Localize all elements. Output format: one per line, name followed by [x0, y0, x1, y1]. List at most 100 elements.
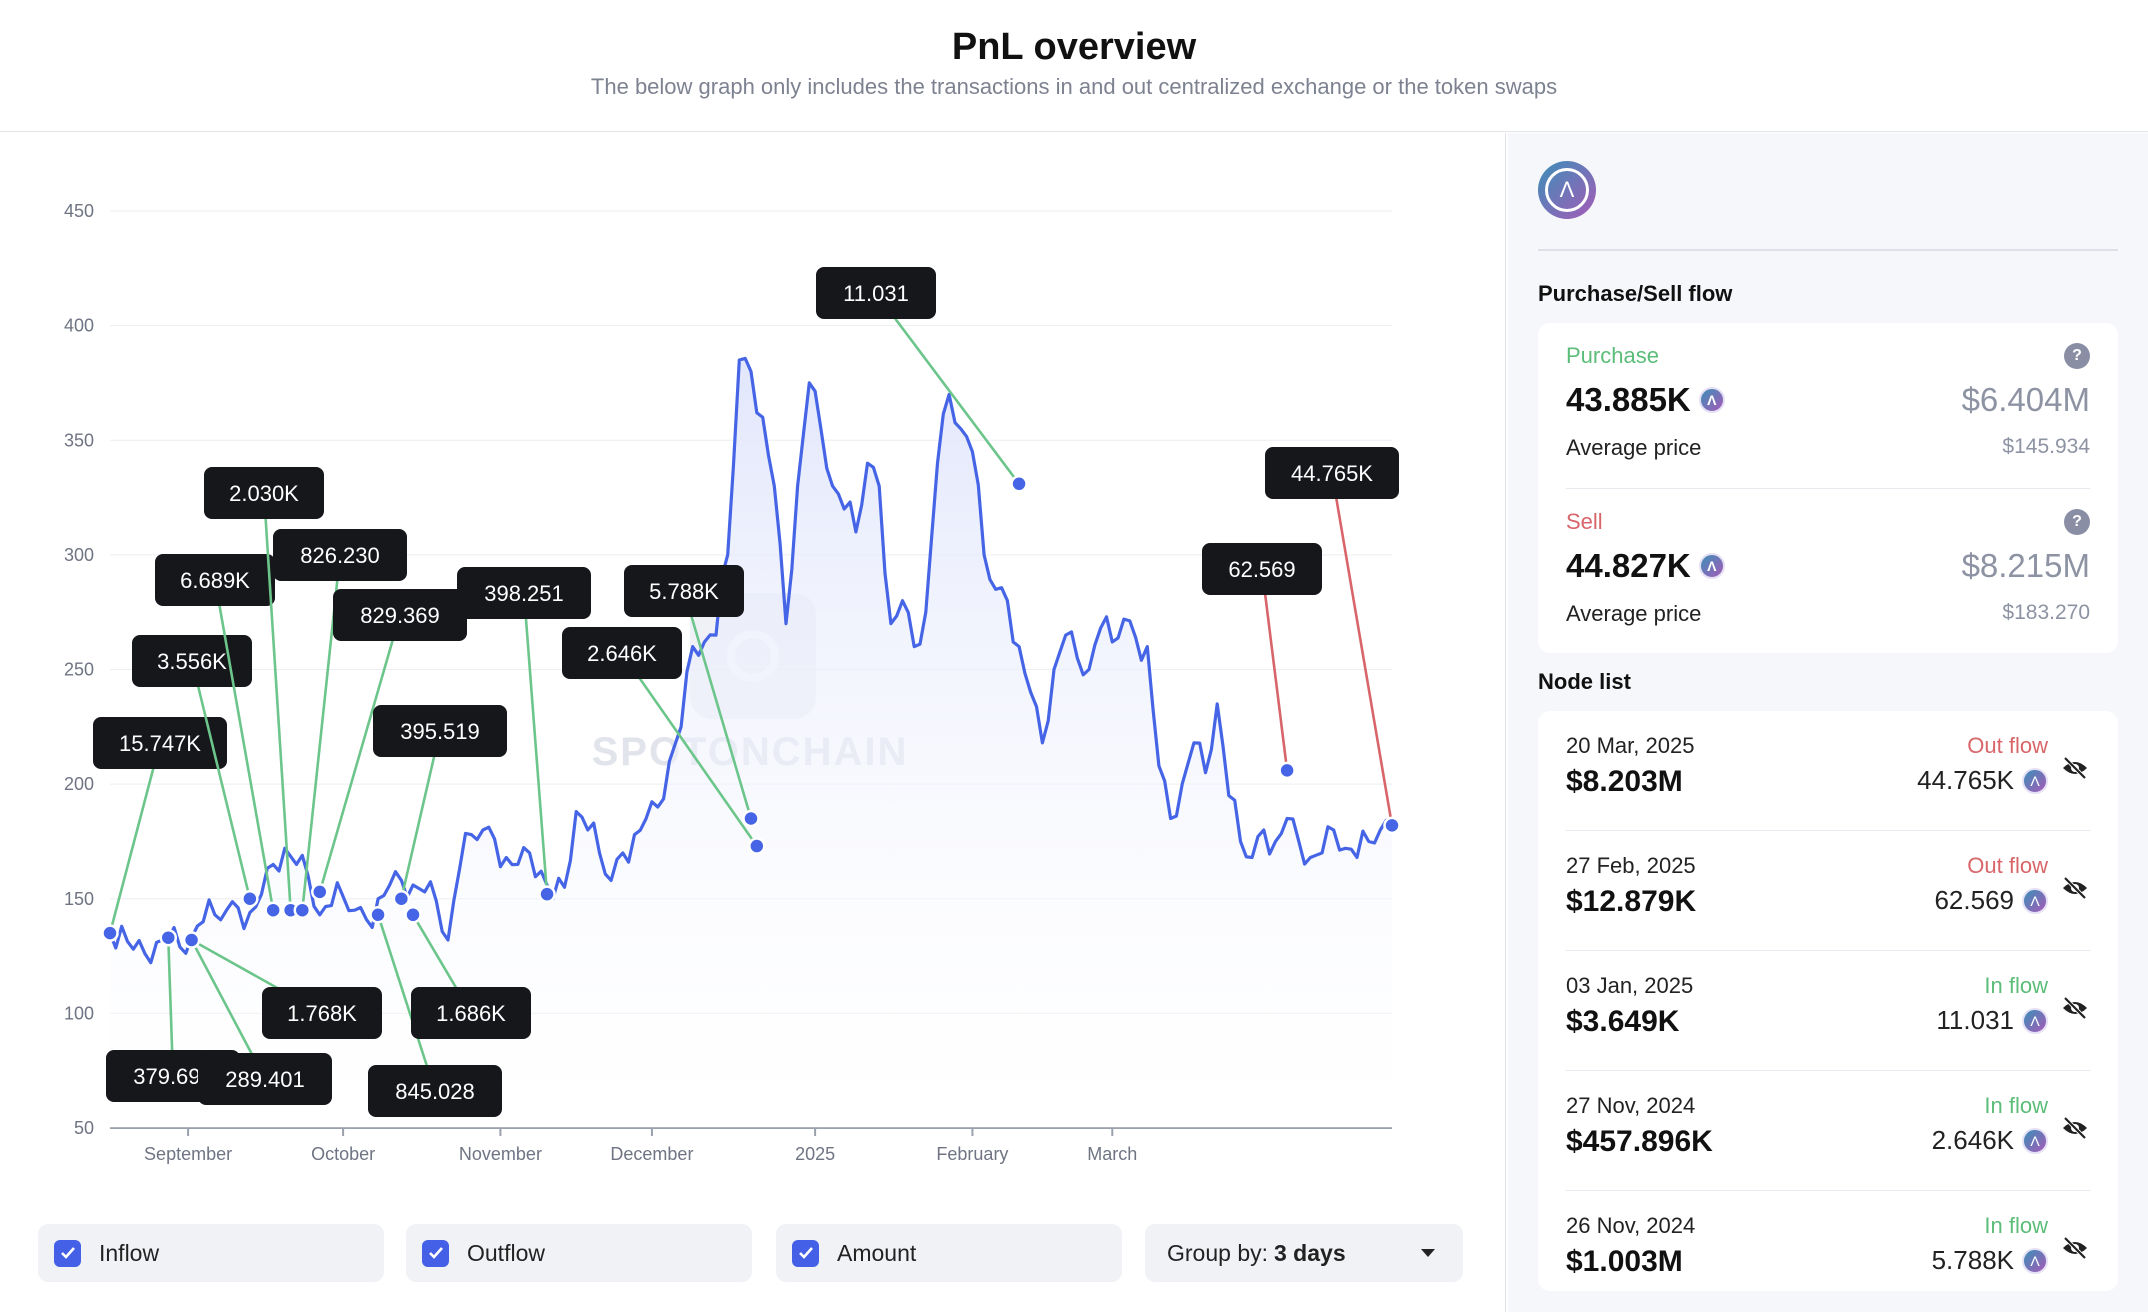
annotation-point	[1278, 761, 1296, 780]
aave-token-icon: Λ	[1698, 387, 1725, 413]
aave-token-icon: Λ	[1698, 553, 1725, 579]
sidebar: Λ Purchase/Sell flow Purchase ? 43.885K …	[1508, 133, 2148, 1312]
annotation-point	[182, 931, 201, 949]
page-title: PnL overview	[951, 26, 1197, 68]
token-icon: Λ	[1538, 161, 1596, 219]
annotation-point	[311, 883, 329, 901]
annotation-point	[392, 890, 411, 908]
annotation-connector	[682, 590, 753, 819]
annotation-connector	[620, 652, 758, 847]
annotation-label: 395.519	[400, 719, 480, 744]
annotation-connector	[522, 592, 549, 895]
list-item[interactable]: 27 Nov, 2024 $457.896K In flow 2.646K Λ	[1566, 1071, 2090, 1191]
outflow-toggle[interactable]: Outflow	[406, 1224, 752, 1282]
list-item[interactable]: 03 Jan, 2025 $3.649K In flow 11.031 Λ	[1566, 951, 2090, 1071]
annotation-connector	[213, 579, 275, 911]
annotation-point	[293, 901, 312, 919]
inflow-checkbox[interactable]	[54, 1239, 81, 1267]
y-tick-label: 150	[64, 889, 94, 909]
x-tick-label: November	[459, 1144, 542, 1164]
price-line	[108, 356, 1394, 965]
y-tick-label: 50	[74, 1118, 94, 1138]
eye-slash-icon[interactable]	[2060, 753, 2090, 783]
divider	[1566, 488, 2090, 489]
annotation-box	[132, 635, 252, 687]
amount-label: Amount	[837, 1239, 917, 1266]
annotation-label: 62.569	[1228, 557, 1295, 582]
annotation-point	[369, 906, 387, 924]
sell-block: Sell ? 44.827K Λ $8.215M Average price $…	[1566, 509, 2090, 639]
eye-slash-icon[interactable]	[2060, 993, 2090, 1023]
node-list: 20 Mar, 2025 $8.203M Out flow 44.765K Λ 2…	[1538, 711, 2118, 1291]
x-tick-label: October	[311, 1144, 375, 1164]
page-header: PnL overview The below graph only includ…	[0, 0, 2148, 132]
purchase-avg-label: Average price	[1566, 435, 1702, 460]
annotation-connector	[376, 914, 437, 1092]
aave-token-icon: Λ	[2022, 767, 2048, 794]
y-tick-label: 300	[64, 545, 94, 565]
eye-slash-icon[interactable]	[2060, 1233, 2090, 1263]
annotation-connector	[262, 492, 292, 911]
annotation-box	[198, 1053, 332, 1105]
y-tick-label: 450	[64, 201, 94, 221]
annotation-point	[404, 906, 422, 924]
list-item[interactable]: 27 Feb, 2025 $12.879K Out flow 62.569 Λ	[1566, 831, 2090, 951]
annotation-label: 289.401	[225, 1067, 305, 1092]
annotation-point	[742, 809, 760, 828]
annotation-box	[624, 565, 744, 617]
group-by-value: 3 days	[1274, 1239, 1346, 1266]
aave-token-icon: Λ	[2022, 887, 2048, 914]
annotation-connector	[1330, 472, 1394, 826]
sell-usd: $8.215M	[1961, 547, 2090, 584]
annotation-connector	[874, 292, 1021, 485]
annotation-point	[1383, 816, 1401, 835]
annotation-connector	[1260, 568, 1289, 771]
annotation-box	[204, 467, 324, 519]
annotation-label: 11.031	[843, 281, 909, 306]
purchase-sell-card: Purchase ? 43.885K Λ $6.404M Average pri…	[1538, 323, 2118, 653]
annotation-box	[273, 529, 407, 581]
x-tick-label: December	[610, 1144, 693, 1164]
y-tick-label: 400	[64, 316, 94, 336]
annotation-label: 44.765K	[1291, 461, 1373, 486]
chart-controls: Inflow Outflow Amount Group by: 3 days	[38, 1224, 1468, 1284]
annotation-label: 1.768K	[287, 1001, 357, 1026]
help-icon[interactable]: ?	[2064, 343, 2090, 369]
annotation-label: 826.230	[300, 543, 380, 568]
annotation-connector	[190, 660, 252, 900]
eye-slash-icon[interactable]	[2060, 1113, 2090, 1143]
annotation-label: 6.689K	[180, 568, 250, 593]
chevron-down-icon	[1421, 1249, 1435, 1257]
pnl-chart[interactable]: 450 400 350 300 250 200 150 100 50 September Octob…	[0, 133, 1506, 1213]
x-tick-label: September	[144, 1144, 232, 1164]
eye-slash-icon[interactable]	[2060, 873, 2090, 903]
annotation-box	[155, 554, 275, 606]
purchase-label: Purchase	[1566, 343, 1659, 368]
amount-checkbox[interactable]	[792, 1239, 819, 1267]
page-subtitle: The below graph only includes the transa…	[590, 74, 1558, 99]
help-icon[interactable]: ?	[2064, 509, 2090, 535]
inflow-toggle[interactable]: Inflow	[38, 1224, 384, 1282]
x-tick-label: 2025	[795, 1144, 835, 1164]
purchase-usd: $6.404M	[1961, 381, 2090, 418]
aave-token-icon: Λ	[2022, 1007, 2048, 1034]
annotation-point	[264, 901, 282, 919]
group-by-select[interactable]: Group by: 3 days	[1145, 1224, 1463, 1282]
list-item[interactable]: 26 Nov, 2024 $1.003M In flow 5.788K Λ	[1566, 1191, 2090, 1291]
annotation-point	[1010, 475, 1028, 493]
aave-token-icon: Λ	[2022, 1127, 2048, 1154]
annotation-box	[1265, 447, 1399, 499]
x-tick-label: February	[936, 1144, 1008, 1164]
annotation-box	[457, 567, 591, 619]
purchase-block: Purchase ? 43.885K Λ $6.404M Average pri…	[1566, 343, 2090, 473]
sell-avg-value: $183.270	[2002, 601, 2090, 624]
purchase-amount: 43.885K Λ	[1566, 381, 1725, 419]
annotation-point	[241, 890, 259, 908]
annotation-connector	[108, 742, 162, 934]
amount-toggle[interactable]: Amount	[776, 1224, 1122, 1282]
divider	[1538, 249, 2118, 251]
chart-panel: 450 400 350 300 250 200 150 100 50 September Octob…	[0, 133, 1506, 1312]
list-item[interactable]: 20 Mar, 2025 $8.203M Out flow 44.765K Λ	[1566, 711, 2090, 831]
annotation-label: 398.251	[484, 581, 564, 606]
outflow-checkbox[interactable]	[422, 1239, 449, 1267]
